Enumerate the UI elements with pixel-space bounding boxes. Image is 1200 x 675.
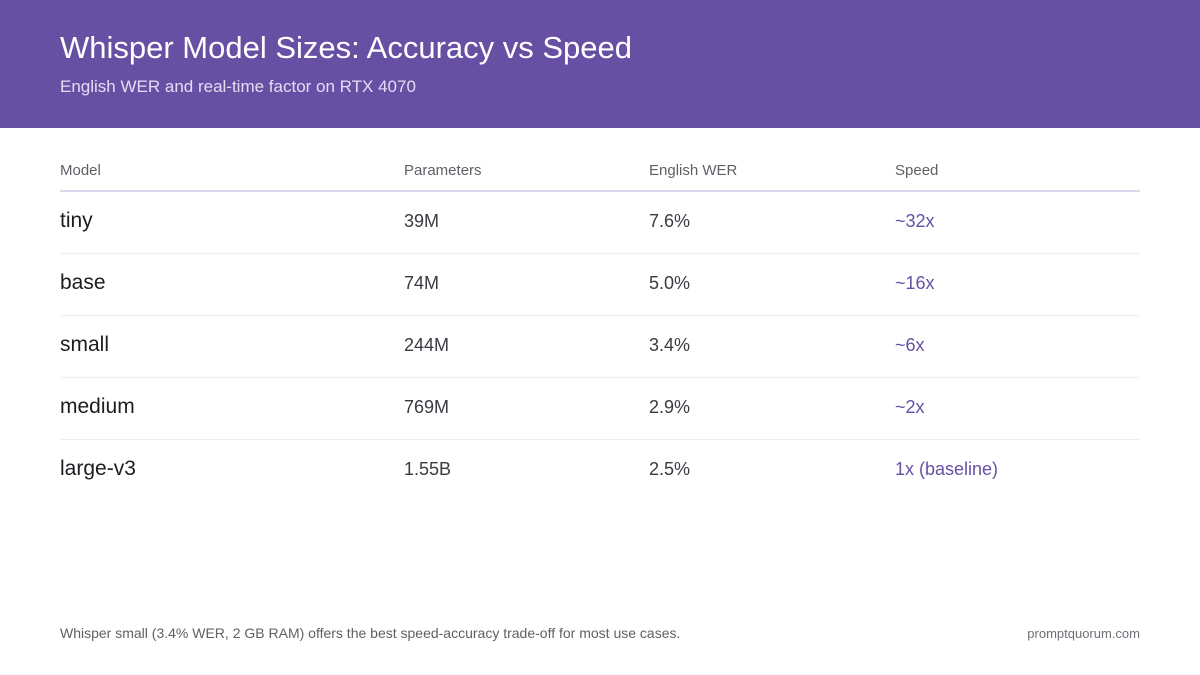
table-row: tiny 39M 7.6% ~32x: [60, 192, 1140, 254]
speed-cell: ~32x: [895, 211, 935, 231]
parameters-cell: 1.55B: [404, 459, 452, 479]
speed-cell: ~16x: [895, 273, 935, 293]
column-header-english-wer: English WER: [649, 162, 738, 179]
table-row: large-v3 1.55B 2.5% 1x (baseline): [60, 440, 1140, 501]
footer-note: Whisper small (3.4% WER, 2 GB RAM) offer…: [60, 625, 681, 641]
model-cell: medium: [60, 395, 135, 418]
parameters-cell: 74M: [404, 273, 440, 293]
table-row: medium 769M 2.9% ~2x: [60, 378, 1140, 440]
wer-cell: 3.4%: [649, 335, 691, 355]
column-header-parameters: Parameters: [404, 162, 482, 179]
wer-cell: 2.9%: [649, 397, 691, 417]
model-cell: large-v3: [60, 457, 136, 480]
footer-site: promptquorum.com: [1027, 626, 1140, 641]
page-subtitle: English WER and real-time factor on RTX …: [60, 77, 416, 96]
speed-cell: 1x (baseline): [895, 459, 999, 479]
header-banner: Whisper Model Sizes: Accuracy vs Speed E…: [0, 0, 1200, 128]
table-header: Model Parameters English WER Speed: [60, 150, 1140, 192]
column-header-speed: Speed: [895, 162, 939, 179]
parameters-cell: 244M: [404, 335, 450, 355]
table-row: small 244M 3.4% ~6x: [60, 316, 1140, 378]
table-row: base 74M 5.0% ~16x: [60, 254, 1140, 316]
speed-cell: ~2x: [895, 397, 925, 417]
wer-cell: 7.6%: [649, 211, 691, 231]
speed-cell: ~6x: [895, 335, 925, 355]
page-title: Whisper Model Sizes: Accuracy vs Speed: [60, 30, 633, 65]
parameters-cell: 39M: [404, 211, 440, 231]
model-comparison-table: Model Parameters English WER Speed tiny …: [60, 150, 1140, 501]
parameters-cell: 769M: [404, 397, 450, 417]
wer-cell: 2.5%: [649, 459, 691, 479]
model-cell: base: [60, 271, 106, 294]
column-header-model: Model: [60, 162, 101, 179]
wer-cell: 5.0%: [649, 273, 691, 293]
model-cell: tiny: [60, 209, 93, 232]
model-cell: small: [60, 333, 110, 356]
